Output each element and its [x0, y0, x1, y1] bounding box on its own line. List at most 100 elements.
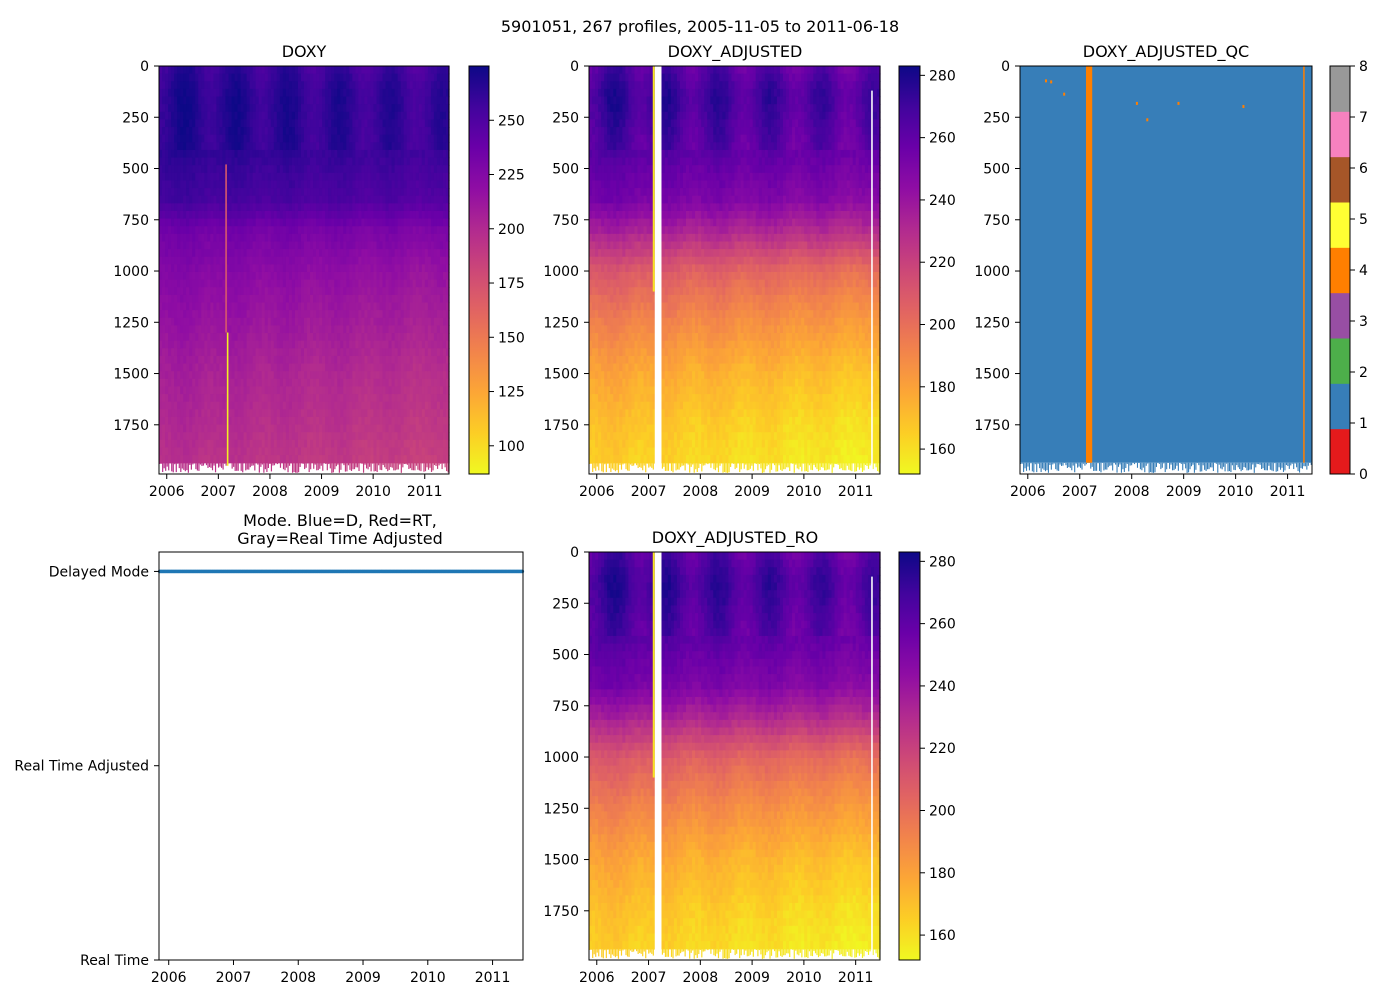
- heatmap-cell: [273, 409, 278, 418]
- heatmap-cell: [264, 127, 269, 136]
- heatmap-cell: [300, 378, 305, 388]
- profile-column: [433, 66, 438, 464]
- heatmap-cell: [171, 455, 175, 464]
- heatmap-cell: [294, 142, 299, 151]
- heatmap-cell: [174, 172, 178, 182]
- heatmap-cell: [300, 210, 305, 220]
- heatmap-cell: [388, 134, 393, 143]
- heatmap-cell: [424, 249, 429, 258]
- heatmap-cell: [177, 149, 181, 159]
- heatmap-cell: [270, 333, 275, 342]
- heatmap-cell: [210, 310, 214, 319]
- heatmap-cell: [409, 424, 414, 433]
- heatmap-cell: [255, 355, 260, 365]
- profile-column: [310, 66, 314, 464]
- heatmap-cell: [400, 424, 405, 433]
- heatmap-cell: [204, 455, 208, 464]
- heatmap-cell: [270, 188, 275, 197]
- heatmap-cell: [168, 157, 172, 166]
- heatmap-cell: [294, 363, 299, 372]
- heatmap-cell: [204, 233, 208, 243]
- heatmap-cell: [183, 226, 187, 235]
- heatmap-cell: [403, 195, 408, 204]
- heatmap-cell: [195, 363, 199, 372]
- heatmap-cell: [231, 455, 236, 464]
- heatmap-cell: [379, 142, 384, 151]
- heatmap-cell: [409, 348, 414, 357]
- heatmap-cell: [279, 241, 284, 250]
- heatmap-cell: [388, 111, 393, 121]
- heatmap-cell: [343, 416, 347, 426]
- heatmap-cell: [361, 210, 366, 220]
- heatmap-cell: [159, 271, 163, 281]
- profile-column: [249, 66, 254, 464]
- heatmap-cell: [300, 302, 305, 311]
- heatmap-cell: [204, 127, 208, 136]
- heatmap-cell: [192, 294, 196, 304]
- heatmap-cell: [198, 348, 202, 357]
- heatmap-cell: [358, 325, 362, 334]
- heatmap-cell: [370, 416, 375, 426]
- heatmap-cell: [370, 424, 375, 433]
- heatmap-cell: [343, 340, 347, 349]
- heatmap-cell: [313, 355, 317, 365]
- heatmap-cell: [358, 271, 362, 281]
- heatmap-cell: [261, 340, 266, 349]
- heatmap-cell: [291, 73, 296, 82]
- heatmap-cell: [159, 317, 163, 326]
- heatmap-cell: [201, 241, 205, 250]
- heatmap-cell: [285, 264, 290, 273]
- heatmap-cell: [385, 378, 390, 388]
- heatmap-cell: [337, 424, 341, 433]
- heatmap-cell: [291, 409, 296, 418]
- heatmap-cell: [322, 287, 326, 296]
- heatmap-cell: [310, 195, 314, 204]
- heatmap-cell: [325, 325, 329, 334]
- heatmap-cell: [249, 340, 254, 349]
- heatmap-cell: [213, 416, 217, 426]
- heatmap-cell: [394, 157, 399, 166]
- heatmap-cell: [288, 271, 293, 281]
- heatmap-cell: [231, 119, 236, 128]
- heatmap-cell: [343, 233, 347, 243]
- heatmap-cell: [376, 348, 381, 357]
- heatmap-cell: [439, 195, 444, 204]
- heatmap-cell: [421, 294, 426, 304]
- heatmap-cell: [361, 249, 366, 258]
- heatmap-cell: [255, 233, 260, 243]
- heatmap-cell: [207, 210, 211, 220]
- heatmap-cell: [382, 264, 387, 273]
- heatmap-cell: [210, 165, 214, 174]
- panel-doxy-heatmap: [159, 66, 450, 474]
- heatmap-cell: [189, 317, 193, 326]
- heatmap-cell: [376, 165, 381, 174]
- heatmap-cell: [261, 447, 266, 456]
- heatmap-cell: [267, 363, 272, 372]
- heatmap-cell: [313, 142, 317, 151]
- heatmap-cell: [319, 134, 323, 143]
- heatmap-cell: [267, 249, 272, 258]
- heatmap-cell: [210, 271, 214, 281]
- heatmap-cell: [328, 241, 332, 250]
- heatmap-cell: [297, 424, 302, 433]
- heatmap-cell: [222, 157, 227, 166]
- heatmap-cell: [270, 294, 275, 304]
- profile-column: [189, 66, 193, 464]
- heatmap-cell: [285, 96, 290, 105]
- heatmap-cell: [228, 127, 233, 136]
- heatmap-cell: [261, 371, 266, 380]
- heatmap-cell: [370, 241, 375, 250]
- heatmap-cell: [316, 302, 320, 311]
- heatmap-cell: [294, 302, 299, 311]
- heatmap-cell: [222, 271, 227, 281]
- heatmap-cell: [159, 439, 163, 449]
- heatmap-cell: [246, 149, 251, 159]
- heatmap-cell: [285, 363, 290, 372]
- heatmap-cell: [234, 424, 239, 433]
- heatmap-cell: [207, 73, 211, 82]
- heatmap-cell: [430, 210, 435, 220]
- heatmap-cell: [304, 401, 308, 410]
- heatmap-cell: [334, 271, 338, 281]
- heatmap-cell: [159, 355, 163, 365]
- heatmap-cell: [394, 439, 399, 449]
